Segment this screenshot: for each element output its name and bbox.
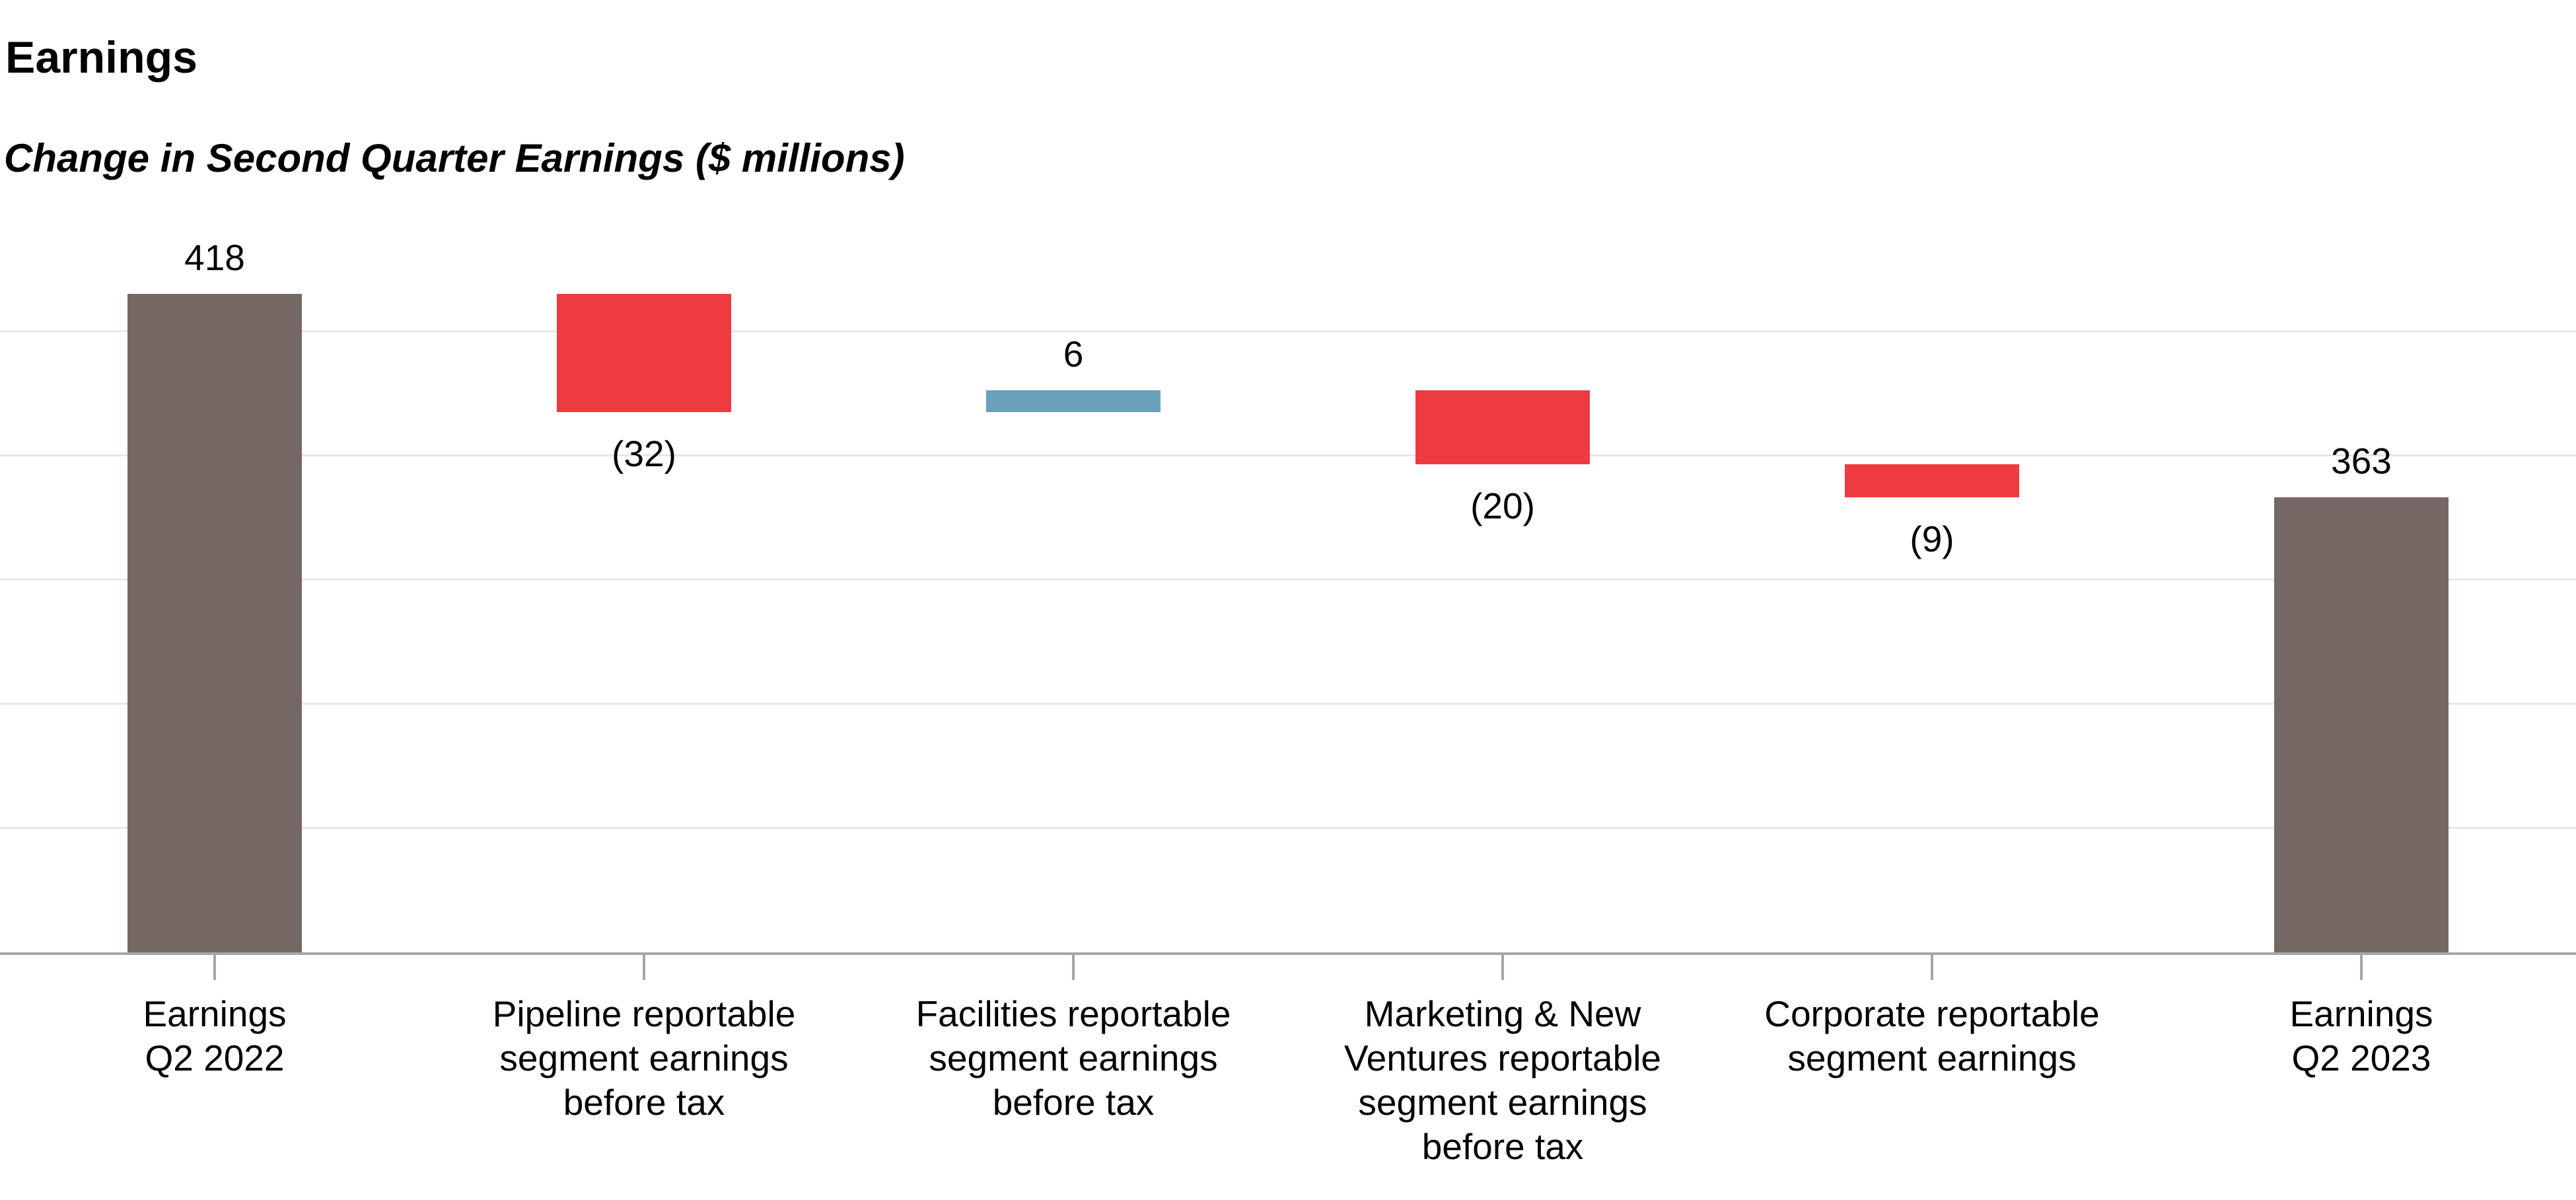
bar-earnings-q2-2022: [127, 294, 302, 952]
bar-value-label: (9): [1910, 518, 1954, 560]
gridline: [0, 827, 2576, 829]
category-label-line: Ventures reportable: [1343, 1038, 1662, 1078]
category-label-line: Facilities reportable: [915, 993, 1231, 1034]
chart-title: Earnings: [5, 32, 197, 83]
chart-subtitle: Change in Second Quarter Earnings ($ mil…: [4, 136, 905, 180]
category-label-line: segment earnings: [929, 1038, 1218, 1078]
bar-facilities-segment: [986, 390, 1161, 413]
bar-value-label: (32): [612, 433, 676, 475]
x-axis-tick: [1931, 955, 1933, 980]
category-label-corporate-segment: Corporate reportable segment earnings: [1721, 992, 2143, 1080]
category-label-line: Earnings: [143, 993, 287, 1034]
category-label-line: Earnings: [2289, 993, 2433, 1034]
gridline: [0, 330, 2576, 332]
x-axis-line: [0, 952, 2576, 955]
category-label-earnings-q2-2023: Earnings Q2 2023: [2150, 992, 2573, 1080]
category-label-marketing-segment: Marketing & New Ventures reportable segmen…: [1291, 992, 1714, 1169]
bar-value-label: (20): [1470, 485, 1535, 526]
category-label-line: segment earnings: [1358, 1082, 1647, 1123]
category-label-line: Marketing & New: [1364, 993, 1641, 1034]
category-label-pipeline-segment: Pipeline reportable segment earnings befor…: [433, 992, 855, 1125]
category-label-line: before tax: [563, 1082, 725, 1123]
gridline: [0, 579, 2576, 581]
bar-pipeline-segment: [557, 294, 731, 413]
category-label-line: Q2 2022: [145, 1038, 285, 1078]
category-label-line: before tax: [1421, 1126, 1584, 1167]
bar-value-label: 418: [184, 237, 245, 279]
bar-value-label: 6: [1063, 333, 1084, 374]
x-axis-tick: [643, 955, 645, 980]
category-label-line: segment earnings: [499, 1038, 789, 1078]
gridline: [0, 454, 2576, 456]
category-label-line: Q2 2023: [2291, 1038, 2431, 1078]
category-label-line: segment earnings: [1787, 1038, 2077, 1078]
category-label-line: Pipeline reportable: [492, 993, 796, 1034]
bar-marketing-segment: [1415, 390, 1590, 464]
gridline: [0, 703, 2576, 705]
category-label-line: Corporate reportable: [1764, 993, 2100, 1034]
category-label-earnings-q2-2022: Earnings Q2 2022: [3, 992, 426, 1080]
x-axis-tick: [2360, 955, 2363, 980]
x-axis-tick: [1501, 955, 1504, 980]
bar-earnings-q2-2023: [2274, 497, 2449, 952]
category-label-facilities-segment: Facilities reportable segment earnings bef…: [862, 992, 1285, 1125]
bar-corporate-segment: [1845, 464, 2019, 498]
x-axis-tick: [1072, 955, 1075, 980]
x-axis-tick: [213, 955, 216, 980]
bar-value-label: 363: [2331, 441, 2392, 482]
category-label-line: before tax: [992, 1082, 1155, 1123]
